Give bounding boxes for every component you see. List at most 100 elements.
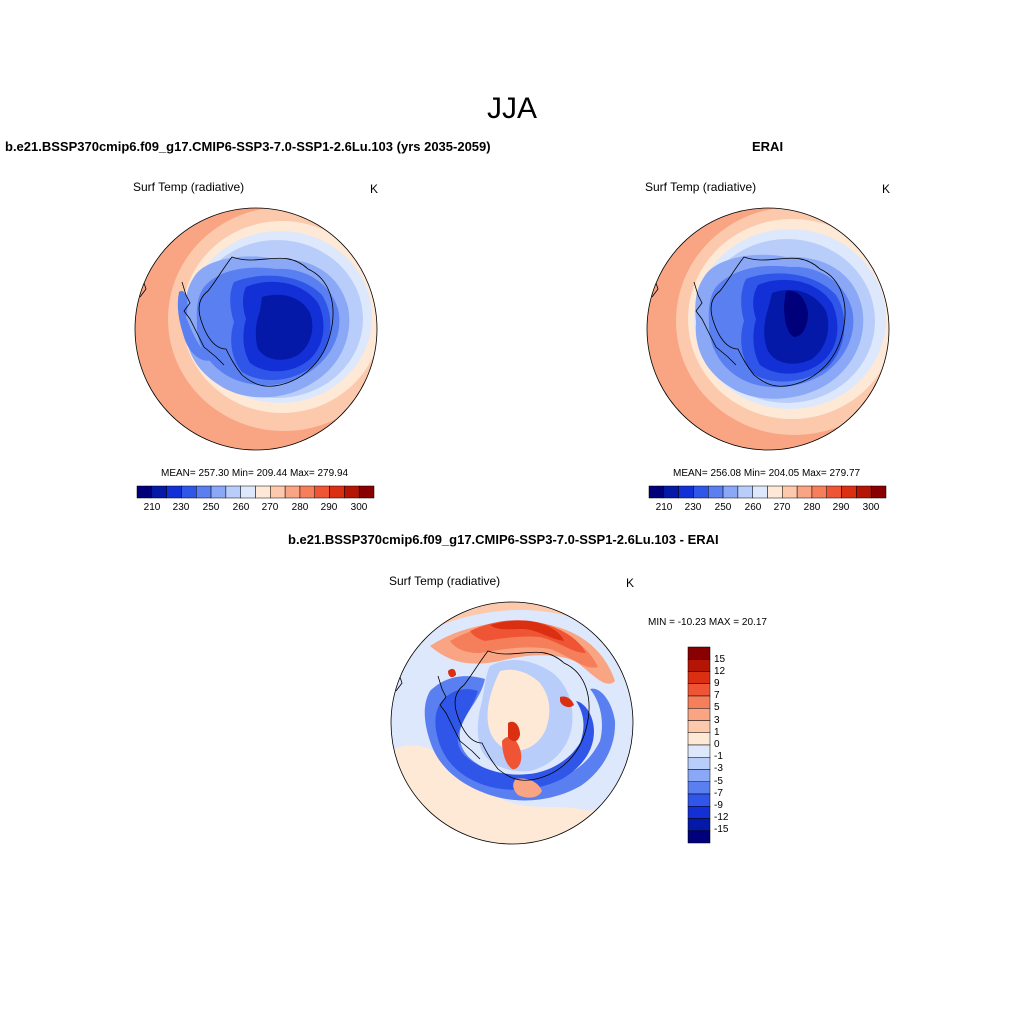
panel3-colorbar-labels: 15 12 9 7 5 3 1 0 -1 -3 -5 -7 -9 -12 -15	[714, 647, 754, 843]
colorbar-swatch	[687, 683, 711, 697]
cb3-tick: -15	[714, 824, 729, 835]
cb3-tick: 0	[714, 739, 720, 750]
cb3-tick: -9	[714, 800, 723, 811]
colorbar-swatch	[678, 485, 694, 499]
colorbar-swatch	[737, 485, 753, 499]
cb1-tick: 230	[172, 502, 190, 513]
panel3-units-label: K	[626, 576, 635, 590]
cb1-tick: 260	[232, 502, 250, 513]
cb3-tick: -3	[714, 763, 723, 774]
cb2-tick: 250	[714, 502, 732, 513]
colorbar-swatch	[284, 485, 301, 499]
colorbar-swatch	[687, 646, 711, 660]
colorbar-swatch	[270, 485, 286, 499]
cb2-tick: 210	[655, 502, 673, 513]
panel1-units-label: K	[370, 182, 379, 196]
colorbar-swatch	[687, 708, 711, 721]
cb1-tick: 250	[202, 502, 220, 513]
colorbar-swatch	[687, 732, 711, 746]
colorbar-swatch	[752, 485, 768, 499]
panel3-variable-label: Surf Temp (radiative)	[389, 574, 501, 588]
colorbar-swatch	[687, 806, 711, 819]
panel1-polar-map	[134, 207, 378, 451]
colorbar-swatch	[841, 485, 857, 499]
figure-title: JJA	[486, 92, 537, 125]
cb2-tick: 280	[803, 502, 821, 513]
panel3-colorbar	[687, 646, 711, 844]
colorbar-swatch	[767, 485, 783, 499]
panel3-title: b.e21.BSSP370cmip6.f09_g17.CMIP6-SSP3-7.…	[288, 532, 719, 547]
colorbar-swatch	[299, 485, 316, 499]
panel2-stats: MEAN= 256.08 Min= 204.05 Max= 279.77	[673, 468, 861, 479]
colorbar-swatch	[225, 485, 241, 499]
panel2-units-label: K	[882, 182, 891, 196]
cb3-tick: 3	[714, 715, 720, 726]
panel2-colorbar	[648, 485, 887, 499]
cb3-tick: -12	[714, 812, 729, 823]
colorbar-swatch	[136, 485, 153, 499]
colorbar-swatch	[240, 485, 256, 499]
colorbar-swatch	[687, 769, 711, 782]
cb3-tick: 7	[714, 690, 720, 701]
panel2-colorbar-labels: 210 230 250 260 270 280 290 300	[649, 502, 886, 514]
colorbar-swatch	[856, 485, 872, 499]
cb1-tick: 300	[350, 502, 368, 513]
panel1-colorbar-labels: 210 230 250 260 270 280 290 300	[137, 502, 374, 514]
panel2-title: ERAI	[752, 139, 784, 154]
cb3-tick: -7	[714, 788, 723, 799]
cb3-tick: 15	[714, 654, 726, 665]
colorbar-swatch	[687, 744, 711, 758]
colorbar-swatch	[782, 485, 798, 499]
panel3-polar-map	[390, 601, 634, 845]
colorbar-swatch	[151, 485, 167, 499]
colorbar-swatch	[358, 485, 375, 499]
colorbar-swatch	[870, 485, 887, 499]
colorbar-swatch	[314, 485, 330, 499]
colorbar-swatch	[687, 818, 711, 831]
cb1-tick: 270	[261, 502, 279, 513]
panel2-variable-label: Surf Temp (radiative)	[645, 180, 757, 194]
colorbar-swatch	[826, 485, 842, 499]
cb3-tick: 5	[714, 702, 720, 713]
panel1-stats: MEAN= 257.30 Min= 209.44 Max= 279.94	[161, 468, 349, 479]
colorbar-swatch	[796, 485, 813, 499]
cb3-tick: -1	[714, 751, 723, 762]
colorbar-swatch	[663, 485, 679, 499]
panel1-variable-label: Surf Temp (radiative)	[133, 180, 245, 194]
colorbar-swatch	[687, 695, 711, 709]
colorbar-swatch	[166, 485, 182, 499]
colorbar-swatch	[210, 485, 227, 499]
colorbar-swatch	[693, 485, 709, 499]
cb1-tick: 210	[143, 502, 161, 513]
cb3-tick: 1	[714, 727, 720, 738]
cb3-tick: 9	[714, 678, 720, 689]
colorbar-swatch	[687, 793, 711, 807]
panel1-colorbar	[136, 485, 375, 499]
panel1-title: b.e21.BSSP370cmip6.f09_g17.CMIP6-SSP3-7.…	[5, 139, 491, 154]
colorbar-swatch	[722, 485, 739, 499]
colorbar-swatch	[687, 830, 711, 844]
colorbar-swatch	[811, 485, 828, 499]
colorbar-swatch	[687, 757, 711, 770]
cb1-tick: 290	[320, 502, 338, 513]
cb3-tick: 12	[714, 666, 726, 677]
cb2-tick: 270	[773, 502, 791, 513]
colorbar-swatch	[329, 485, 345, 499]
cb2-tick: 300	[862, 502, 880, 513]
cb3-tick: -5	[714, 776, 723, 787]
panel3-stats: MIN = -10.23 MAX = 20.17	[648, 617, 767, 628]
colorbar-swatch	[181, 485, 197, 499]
colorbar-swatch	[344, 485, 360, 499]
colorbar-swatch	[648, 485, 665, 499]
cb1-tick: 280	[291, 502, 309, 513]
colorbar-swatch	[708, 485, 724, 499]
cb2-tick: 260	[744, 502, 762, 513]
colorbar-swatch	[196, 485, 212, 499]
colorbar-swatch	[687, 671, 711, 684]
colorbar-swatch	[687, 781, 711, 795]
panel2-polar-map	[646, 207, 890, 451]
colorbar-swatch	[687, 720, 711, 733]
cb2-tick: 290	[832, 502, 850, 513]
colorbar-swatch	[255, 485, 271, 499]
colorbar-swatch	[687, 659, 711, 672]
